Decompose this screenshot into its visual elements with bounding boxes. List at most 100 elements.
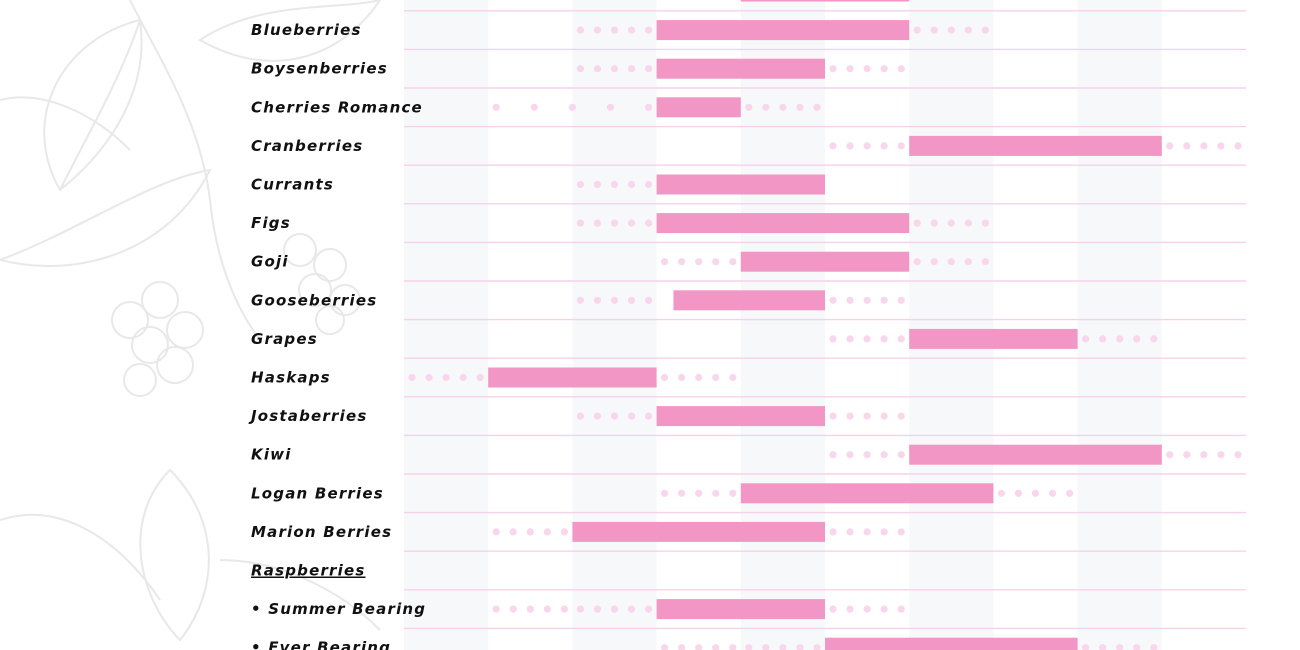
extended-season-dot: [829, 451, 837, 459]
extended-season-dot: [779, 644, 787, 650]
harvest-bar: [740, 251, 910, 272]
extended-season-dot: [745, 644, 753, 650]
extended-season-dot: [813, 103, 821, 111]
berry-drupelet: [313, 248, 347, 282]
extended-season-dot: [846, 451, 854, 459]
harvest-bar: [740, 483, 994, 504]
extended-season-dot: [1166, 142, 1174, 150]
extended-season-dot: [712, 373, 720, 382]
extended-season-dot: [610, 296, 619, 304]
extended-season-dot: [981, 26, 990, 34]
extended-season-dot: [846, 412, 854, 420]
extended-season-dot: [1217, 142, 1225, 150]
harvest-bar: [656, 174, 825, 195]
extended-season-dot: [897, 528, 905, 536]
extended-season-dot: [829, 528, 837, 536]
column-band: [740, 0, 825, 650]
extended-season-dot: [712, 644, 720, 650]
leaf-outline: [198, 0, 382, 62]
extended-season-dot: [981, 258, 990, 266]
extended-season-dot: [913, 258, 921, 266]
extended-season-dot: [627, 605, 636, 613]
row-label: Blueberries: [251, 21, 362, 39]
extended-season-dot: [606, 103, 615, 111]
raspberry-branch-drawing: [0, 0, 382, 642]
extended-season-dot: [863, 335, 871, 343]
extended-season-dot: [897, 296, 905, 304]
row-label: Cranberries: [251, 137, 363, 155]
extended-season-dot: [530, 103, 538, 111]
extended-season-dot: [846, 65, 854, 73]
harvest-bar: [656, 97, 741, 118]
extended-season-dot: [897, 65, 905, 73]
harvest-bar: [909, 135, 1162, 156]
harvest-bar: [656, 406, 825, 427]
extended-season-dot: [610, 26, 619, 34]
harvest-bar: [656, 213, 910, 234]
extended-season-dot: [576, 296, 585, 304]
row-label: Haskaps: [251, 369, 331, 387]
leaf-outline: [0, 168, 212, 267]
row-label: Marion Berries: [251, 523, 392, 541]
row-label: Gooseberries: [251, 291, 377, 309]
extended-season-dot: [846, 296, 854, 304]
berry-drupelet: [315, 305, 345, 335]
extended-season-dot: [678, 258, 686, 266]
extended-season-dot: [560, 605, 569, 613]
extended-season-dot: [627, 65, 636, 73]
harvest-bar: [909, 328, 1078, 349]
harvest-bar: [909, 444, 1162, 465]
extended-season-dot: [695, 258, 703, 266]
column-band: [404, 0, 489, 650]
extended-season-dot: [1217, 451, 1225, 459]
extended-season-dot: [712, 258, 720, 266]
row-label: Currants: [251, 176, 334, 194]
extended-season-dot: [762, 103, 770, 111]
extended-season-dot: [543, 605, 551, 613]
extended-season-dot: [897, 335, 905, 343]
branch-stem: [129, 0, 261, 341]
extended-season-dot: [863, 451, 871, 459]
extended-season-dot: [1183, 142, 1191, 150]
extended-season-dot: [509, 528, 517, 536]
extended-season-dot: [576, 412, 585, 420]
extended-season-dot: [695, 489, 703, 497]
extended-season-dot: [981, 219, 990, 227]
extended-season-dot: [846, 528, 854, 536]
extended-season-dot: [846, 605, 854, 613]
extended-season-dot: [1116, 335, 1124, 343]
extended-season-dot: [645, 412, 653, 420]
extended-season-dot: [627, 412, 636, 420]
harvest-bar: [656, 599, 825, 620]
extended-season-dot: [543, 528, 551, 536]
extended-season-dot: [813, 644, 821, 650]
extended-season-dot: [695, 644, 703, 650]
extended-season-dot: [930, 219, 938, 227]
extended-season-dot: [947, 258, 955, 266]
leaf-outline: [219, 559, 381, 631]
extended-season-dot: [779, 103, 787, 111]
extended-season-dot: [829, 335, 837, 343]
extended-season-dot: [1099, 644, 1107, 650]
row-labels: Blueberries Boysenberries Cherries Romance…: [248, 21, 425, 650]
extended-season-dot: [492, 103, 500, 111]
extended-season-dot: [593, 605, 602, 613]
leaf-outline: [0, 513, 161, 601]
extended-season-dot: [1150, 335, 1158, 343]
berry-drupelet: [283, 233, 317, 267]
extended-season-dot: [610, 180, 619, 189]
extended-season-dot: [492, 605, 500, 613]
extended-season-dot: [627, 26, 636, 34]
extended-season-dot: [729, 489, 737, 497]
extended-season-dot: [576, 219, 585, 227]
extended-season-dot: [1031, 489, 1040, 497]
extended-season-dot: [459, 373, 467, 382]
extended-season-dot: [1183, 451, 1191, 459]
extended-season-dot: [1133, 335, 1141, 343]
extended-season-dot: [930, 258, 938, 266]
extended-season-dot: [796, 644, 804, 650]
berry-drupelet: [156, 346, 194, 384]
extended-season-dot: [645, 219, 653, 227]
row-label: Boysenberries: [251, 60, 388, 78]
